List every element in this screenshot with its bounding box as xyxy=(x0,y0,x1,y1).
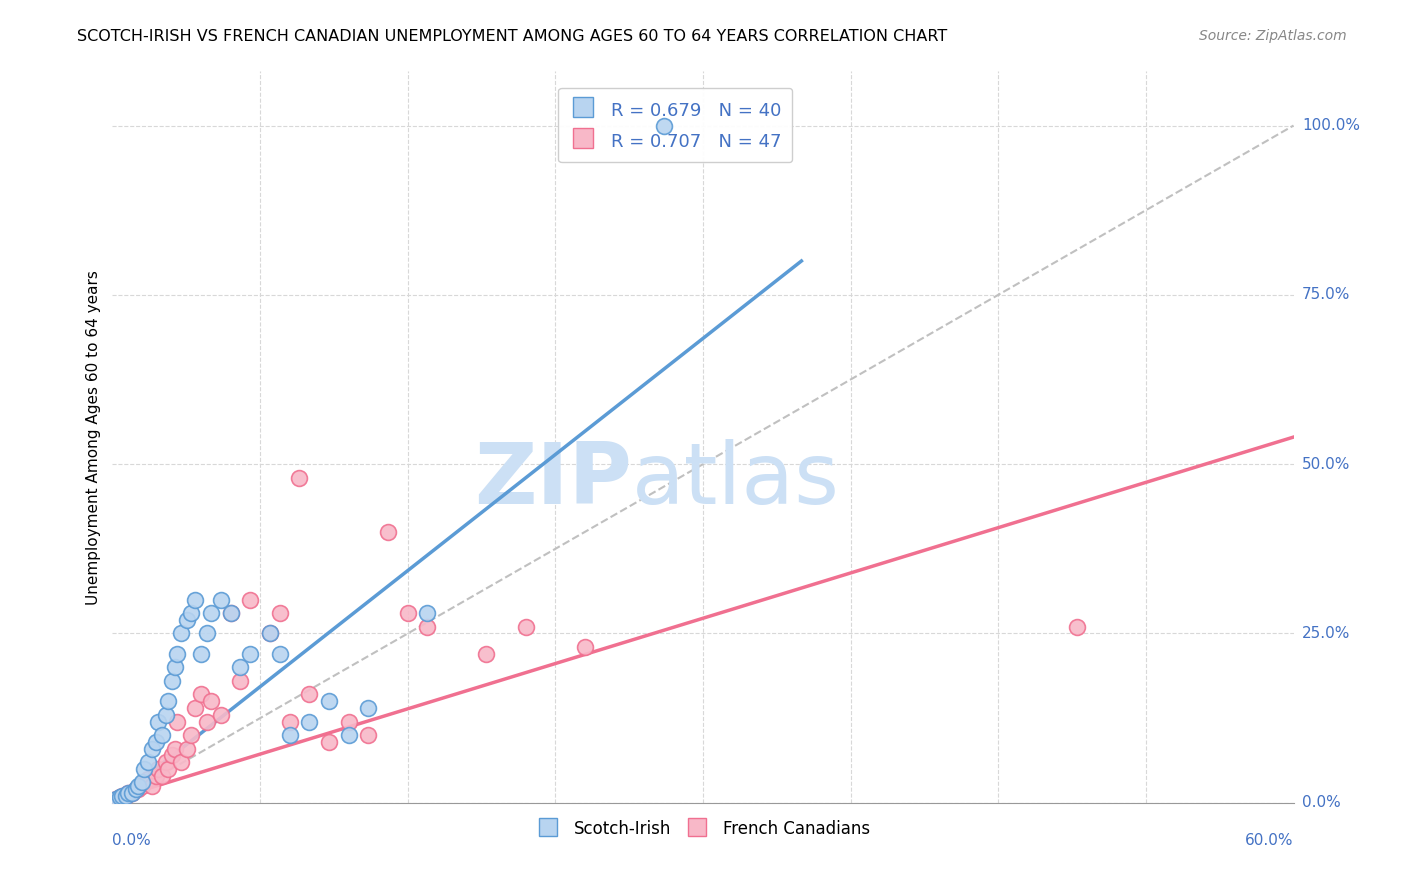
Point xyxy=(121,786,143,800)
Text: ZIP: ZIP xyxy=(474,440,633,523)
Point xyxy=(136,772,159,786)
Y-axis label: Unemployment Among Ages 60 to 64 years: Unemployment Among Ages 60 to 64 years xyxy=(86,269,101,605)
Point xyxy=(190,688,212,702)
Point xyxy=(574,640,596,654)
Text: atlas: atlas xyxy=(633,440,841,523)
Point xyxy=(200,694,222,708)
Point xyxy=(150,728,173,742)
Text: SCOTCH-IRISH VS FRENCH CANADIAN UNEMPLOYMENT AMONG AGES 60 TO 64 YEARS CORRELATI: SCOTCH-IRISH VS FRENCH CANADIAN UNEMPLOY… xyxy=(77,29,948,44)
Point xyxy=(209,707,232,722)
Point xyxy=(155,755,177,769)
Point xyxy=(141,741,163,756)
Point xyxy=(195,714,218,729)
Point xyxy=(219,606,242,620)
Point xyxy=(166,647,188,661)
Point xyxy=(136,755,159,769)
Point xyxy=(298,714,321,729)
Point xyxy=(117,786,139,800)
Point xyxy=(652,119,675,133)
Point xyxy=(209,592,232,607)
Point xyxy=(278,728,301,742)
Point xyxy=(125,782,148,797)
Point xyxy=(377,524,399,539)
Text: 0.0%: 0.0% xyxy=(1302,796,1340,810)
Point xyxy=(131,775,153,789)
Text: 0.0%: 0.0% xyxy=(112,833,152,848)
Point xyxy=(259,626,281,640)
Point xyxy=(127,779,149,793)
Point xyxy=(357,728,380,742)
Text: 60.0%: 60.0% xyxy=(1246,833,1294,848)
Text: Source: ZipAtlas.com: Source: ZipAtlas.com xyxy=(1199,29,1347,43)
Point xyxy=(1066,620,1088,634)
Point xyxy=(115,789,138,803)
Text: 50.0%: 50.0% xyxy=(1302,457,1350,472)
Point xyxy=(141,779,163,793)
Point xyxy=(115,789,138,803)
Point xyxy=(195,626,218,640)
Point xyxy=(160,673,183,688)
Point xyxy=(278,714,301,729)
Point xyxy=(125,782,148,797)
Text: 25.0%: 25.0% xyxy=(1302,626,1350,641)
Point xyxy=(127,782,149,797)
Point xyxy=(111,789,134,803)
Point xyxy=(180,606,202,620)
Point xyxy=(298,688,321,702)
Point xyxy=(180,728,202,742)
Point xyxy=(337,714,360,729)
Point xyxy=(200,606,222,620)
Point xyxy=(239,592,262,607)
Point xyxy=(146,714,169,729)
Point xyxy=(146,762,169,776)
Point xyxy=(156,762,179,776)
Point xyxy=(475,647,498,661)
Point xyxy=(165,741,187,756)
Point xyxy=(229,673,252,688)
Text: 75.0%: 75.0% xyxy=(1302,287,1350,302)
Point xyxy=(145,769,167,783)
Text: 100.0%: 100.0% xyxy=(1302,118,1360,133)
Point xyxy=(132,775,155,789)
Legend: Scotch-Irish, French Canadians: Scotch-Irish, French Canadians xyxy=(529,812,877,846)
Point xyxy=(318,694,340,708)
Point xyxy=(160,748,183,763)
Point xyxy=(219,606,242,620)
Point xyxy=(184,592,207,607)
Point xyxy=(110,790,132,805)
Point xyxy=(150,769,173,783)
Point xyxy=(110,790,132,805)
Point xyxy=(105,792,128,806)
Point xyxy=(131,779,153,793)
Point xyxy=(416,620,439,634)
Point xyxy=(318,735,340,749)
Point xyxy=(145,735,167,749)
Point xyxy=(170,626,193,640)
Point xyxy=(117,786,139,800)
Point xyxy=(416,606,439,620)
Point xyxy=(269,606,291,620)
Point xyxy=(229,660,252,674)
Point xyxy=(176,741,198,756)
Point xyxy=(111,789,134,803)
Point xyxy=(176,613,198,627)
Point xyxy=(132,762,155,776)
Point xyxy=(166,714,188,729)
Point xyxy=(121,786,143,800)
Point xyxy=(170,755,193,769)
Point xyxy=(288,471,311,485)
Point xyxy=(396,606,419,620)
Point xyxy=(269,647,291,661)
Point xyxy=(184,701,207,715)
Point xyxy=(105,792,128,806)
Point xyxy=(337,728,360,742)
Point xyxy=(156,694,179,708)
Point xyxy=(357,701,380,715)
Point xyxy=(515,620,537,634)
Point xyxy=(165,660,187,674)
Point xyxy=(155,707,177,722)
Point xyxy=(259,626,281,640)
Point xyxy=(239,647,262,661)
Point xyxy=(190,647,212,661)
